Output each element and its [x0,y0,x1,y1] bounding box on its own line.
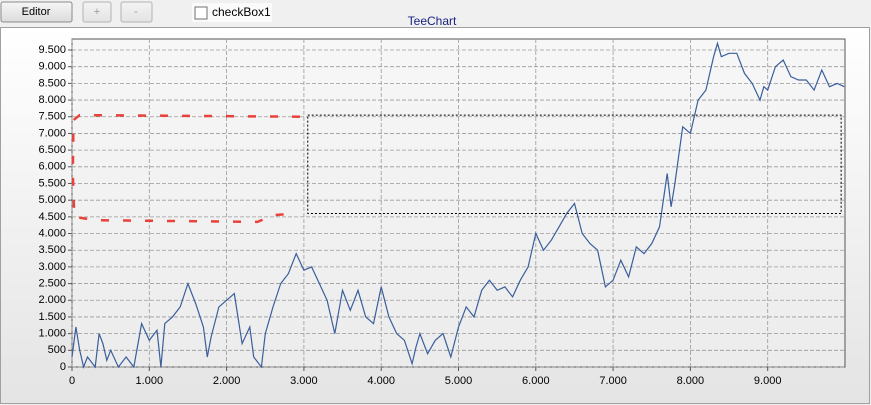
button-label: Editor [22,6,51,18]
y-tick-label: 1.500 [38,311,66,323]
y-tick-label: 4.500 [38,211,66,223]
x-tick-label: 1.000 [136,375,164,387]
y-tick-label: 9.500 [38,44,66,56]
y-tick-label: 1.000 [38,328,66,340]
checkbox-area [192,3,272,22]
y-tick-label: 7.500 [38,111,66,123]
y-tick-label: 6.500 [38,144,66,156]
y-tick-label: 3.000 [38,261,66,273]
y-tick-label: 4.000 [38,227,66,239]
x-tick-label: 3.000 [290,375,318,387]
x-tick-label: 5.000 [445,375,473,387]
x-tick-label: 7.000 [599,375,627,387]
series-line [71,41,845,370]
series-line [71,113,301,224]
y-tick-label: 2.000 [38,294,66,306]
y-tick-label: 5.000 [38,194,66,206]
y-tick-label: 8.500 [38,77,66,89]
minus-button[interactable] [120,1,153,23]
button-label: + [94,6,100,18]
y-tick-label: 7.000 [38,127,66,139]
y-tick-label: 500 [48,344,66,356]
x-tick-label: 6.000 [522,375,550,387]
x-tick-label: 0 [69,375,75,387]
plot-layer: 0 500 1.000 1.500 2.000 2.500 3.000 3.500 4.000 4… [38,39,845,387]
x-tick-label: 9.000 [754,375,782,387]
editor-button[interactable] [0,1,73,23]
y-tick-label: 2.500 [38,277,66,289]
x-tick-label: 2.000 [213,375,241,387]
chart-title: TeeChart [408,14,457,28]
y-tick-label: 8.000 [38,94,66,106]
y-tick-label: 6.000 [38,161,66,173]
checkbox[interactable] [194,6,208,20]
plus-button[interactable] [82,1,112,23]
y-tick-label: 0 [60,361,66,373]
button-label: - [134,6,138,18]
y-tick-label: 3.500 [38,244,66,256]
x-tick-label: 8.000 [677,375,705,387]
y-tick-label: 9.000 [38,61,66,73]
x-tick-label: 4.000 [367,375,395,387]
y-tick-label: 5.500 [38,177,66,189]
checkbox-label: checkBox1 [212,5,271,19]
